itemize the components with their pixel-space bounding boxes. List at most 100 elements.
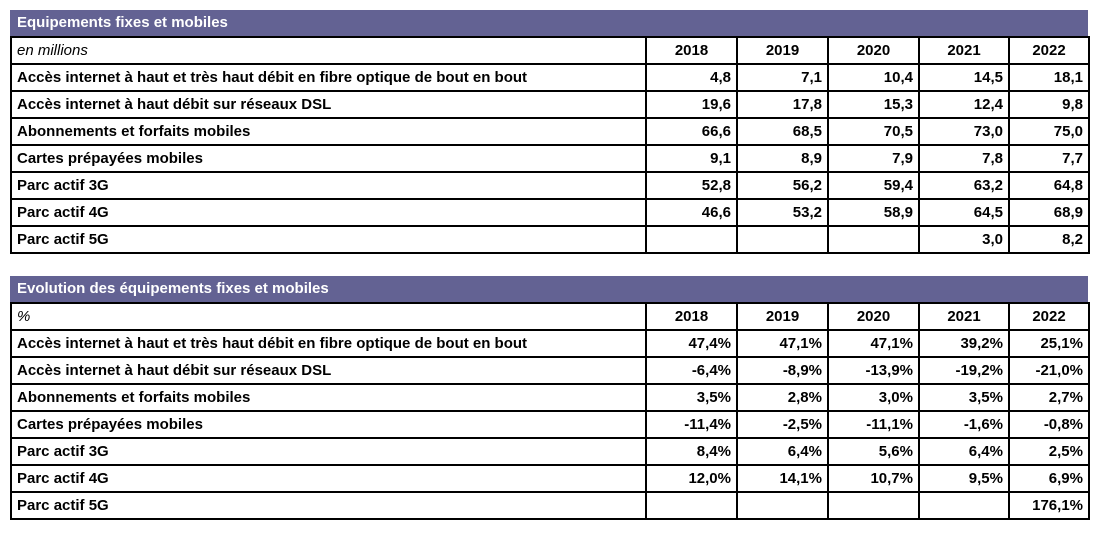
value-cell: 6,4% bbox=[736, 437, 829, 466]
value-cell: -1,6% bbox=[918, 410, 1010, 439]
value-cell bbox=[918, 491, 1010, 520]
row-label-cell: Parc actif 3G bbox=[10, 437, 647, 466]
row-label-cell: Accès internet à haut et très haut débit… bbox=[10, 329, 647, 358]
year-header-cell: 2019 bbox=[736, 36, 829, 65]
value-cell: 47,1% bbox=[736, 329, 829, 358]
year-header-cell: 2020 bbox=[827, 36, 920, 65]
value-cell bbox=[736, 491, 829, 520]
value-cell: 46,6 bbox=[645, 198, 738, 227]
value-cell: 12,4 bbox=[918, 90, 1010, 119]
value-cell: 17,8 bbox=[736, 90, 829, 119]
year-header-cell: 2018 bbox=[645, 36, 738, 65]
value-cell: 9,1 bbox=[645, 144, 738, 173]
value-cell: 3,0 bbox=[918, 225, 1010, 254]
value-cell: 14,5 bbox=[918, 63, 1010, 92]
value-cell: 73,0 bbox=[918, 117, 1010, 146]
value-cell: 70,5 bbox=[827, 117, 920, 146]
value-cell: 58,9 bbox=[827, 198, 920, 227]
year-header-cell: 2021 bbox=[918, 302, 1010, 331]
value-cell: 7,7 bbox=[1008, 144, 1090, 173]
value-cell: 14,1% bbox=[736, 464, 829, 493]
value-cell: -11,1% bbox=[827, 410, 920, 439]
table-title-bar: Evolution des équipements fixes et mobil… bbox=[10, 276, 1088, 302]
value-cell: 25,1% bbox=[1008, 329, 1090, 358]
value-cell: 19,6 bbox=[645, 90, 738, 119]
value-cell: 12,0% bbox=[645, 464, 738, 493]
table-row: Parc actif 4G 46,6 53,2 58,9 64,5 68,9 bbox=[10, 198, 1090, 227]
value-cell: 176,1% bbox=[1008, 491, 1090, 520]
year-header-row: % 2018 2019 2020 2021 2022 bbox=[10, 302, 1090, 331]
value-cell: 63,2 bbox=[918, 171, 1010, 200]
value-cell: 68,9 bbox=[1008, 198, 1090, 227]
year-header-cell: 2021 bbox=[918, 36, 1010, 65]
value-cell: 53,2 bbox=[736, 198, 829, 227]
row-label-cell: Cartes prépayées mobiles bbox=[10, 144, 647, 173]
value-cell bbox=[645, 225, 738, 254]
value-cell: 9,5% bbox=[918, 464, 1010, 493]
value-cell: 8,4% bbox=[645, 437, 738, 466]
row-label-cell: Abonnements et forfaits mobiles bbox=[10, 117, 647, 146]
report-table-2: Evolution des équipements fixes et mobil… bbox=[10, 276, 1090, 520]
value-cell: 52,8 bbox=[645, 171, 738, 200]
table-row: Abonnements et forfaits mobiles 66,6 68,5 7… bbox=[10, 117, 1090, 146]
value-cell: 6,4% bbox=[918, 437, 1010, 466]
value-cell: 66,6 bbox=[645, 117, 738, 146]
value-cell: 3,5% bbox=[645, 383, 738, 412]
value-cell: 47,4% bbox=[645, 329, 738, 358]
table-row: Cartes prépayées mobiles -11,4% -2,5% -11,1… bbox=[10, 410, 1090, 439]
unit-label: % bbox=[10, 302, 647, 331]
value-cell bbox=[827, 491, 920, 520]
year-header-cell: 2022 bbox=[1008, 302, 1090, 331]
value-cell: 8,9 bbox=[736, 144, 829, 173]
table-row: Accès internet à haut débit sur réseaux … bbox=[10, 90, 1090, 119]
value-cell: -0,8% bbox=[1008, 410, 1090, 439]
value-cell: 5,6% bbox=[827, 437, 920, 466]
row-label-cell: Parc actif 4G bbox=[10, 464, 647, 493]
data-table: en millions 2018 2019 2020 2021 2022 Accès int… bbox=[10, 36, 1090, 254]
value-cell: 59,4 bbox=[827, 171, 920, 200]
row-label-cell: Accès internet à haut débit sur réseaux … bbox=[10, 356, 647, 385]
row-label-cell: Abonnements et forfaits mobiles bbox=[10, 383, 647, 412]
value-cell: 75,0 bbox=[1008, 117, 1090, 146]
row-label-cell: Cartes prépayées mobiles bbox=[10, 410, 647, 439]
value-cell: -2,5% bbox=[736, 410, 829, 439]
value-cell: -11,4% bbox=[645, 410, 738, 439]
value-cell: 8,2 bbox=[1008, 225, 1090, 254]
year-header-cell: 2022 bbox=[1008, 36, 1090, 65]
row-label-cell: Parc actif 5G bbox=[10, 491, 647, 520]
table-row: Parc actif 3G 52,8 56,2 59,4 63,2 64,8 bbox=[10, 171, 1090, 200]
value-cell: -21,0% bbox=[1008, 356, 1090, 385]
table-row: Parc actif 3G 8,4% 6,4% 5,6% 6,4% 2,5% bbox=[10, 437, 1090, 466]
value-cell: 18,1 bbox=[1008, 63, 1090, 92]
value-cell: 9,8 bbox=[1008, 90, 1090, 119]
value-cell: 2,7% bbox=[1008, 383, 1090, 412]
value-cell: -19,2% bbox=[918, 356, 1010, 385]
row-label-cell: Parc actif 4G bbox=[10, 198, 647, 227]
value-cell: 2,5% bbox=[1008, 437, 1090, 466]
value-cell: 56,2 bbox=[736, 171, 829, 200]
value-cell: 64,5 bbox=[918, 198, 1010, 227]
table-row: Accès internet à haut débit sur réseaux … bbox=[10, 356, 1090, 385]
value-cell: 3,0% bbox=[827, 383, 920, 412]
table-row: Abonnements et forfaits mobiles 3,5% 2,8% 3… bbox=[10, 383, 1090, 412]
table-row: Accès internet à haut et très haut débit… bbox=[10, 63, 1090, 92]
data-table: % 2018 2019 2020 2021 2022 Accès internet à ha… bbox=[10, 302, 1090, 520]
year-header-cell: 2020 bbox=[827, 302, 920, 331]
value-cell bbox=[645, 491, 738, 520]
value-cell: 64,8 bbox=[1008, 171, 1090, 200]
table-row: Parc actif 5G 176,1% bbox=[10, 491, 1090, 520]
row-label-cell: Accès internet à haut débit sur réseaux … bbox=[10, 90, 647, 119]
table-row: Parc actif 4G 12,0% 14,1% 10,7% 9,5% 6,9% bbox=[10, 464, 1090, 493]
value-cell: -8,9% bbox=[736, 356, 829, 385]
value-cell bbox=[827, 225, 920, 254]
value-cell: 2,8% bbox=[736, 383, 829, 412]
value-cell bbox=[736, 225, 829, 254]
value-cell: 68,5 bbox=[736, 117, 829, 146]
row-label-cell: Parc actif 3G bbox=[10, 171, 647, 200]
value-cell: 10,4 bbox=[827, 63, 920, 92]
value-cell: 7,8 bbox=[918, 144, 1010, 173]
row-label-cell: Parc actif 5G bbox=[10, 225, 647, 254]
unit-label: en millions bbox=[10, 36, 647, 65]
value-cell: 15,3 bbox=[827, 90, 920, 119]
value-cell: 4,8 bbox=[645, 63, 738, 92]
